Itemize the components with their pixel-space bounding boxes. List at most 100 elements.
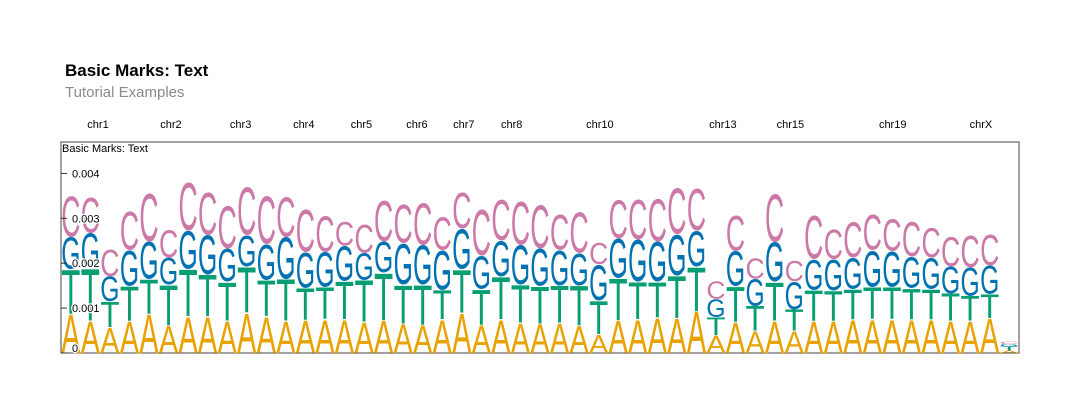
logo-letter-a: A <box>374 312 393 364</box>
logo-letter-a: A <box>863 311 883 364</box>
logo-letter-c: C <box>61 184 80 250</box>
logo-letter-a: A <box>452 303 471 366</box>
logo-letter-c: C <box>296 197 315 264</box>
logo-letters: ATGCATGCATGCATGCATGCATGCATGCATGCATGCATGC… <box>61 168 1019 366</box>
logo-letter-c: C <box>120 201 139 262</box>
logo-letter-c: C <box>374 188 393 254</box>
chromosome-label: chr5 <box>351 119 372 131</box>
logo-letter-t: T <box>882 279 901 329</box>
chromosome-label: chr1 <box>87 119 108 131</box>
logo-letter-t: T <box>61 257 80 328</box>
logo-letter-g: G <box>648 232 667 294</box>
logo-letter-g: G <box>394 233 413 297</box>
logo-letter-a: A <box>159 319 178 362</box>
chromosome-labels: chr1 chr2 chr3 chr4 chr5 chr6 chr7 chr8 chr10 chr… <box>87 119 993 131</box>
logo-letter-g: G <box>804 251 823 299</box>
logo-letter-t: T <box>81 256 100 338</box>
logo-letter-a: A <box>804 314 824 364</box>
logo-letter-c: C <box>589 238 608 272</box>
logo-letter-a: A <box>648 308 668 364</box>
logo-letter-a: A <box>667 310 686 364</box>
logo-letter-t: T <box>628 273 647 331</box>
logo-letter-t: T <box>178 257 197 331</box>
logo-letter-c: C <box>902 213 921 268</box>
logo-letter-g: G <box>139 231 158 290</box>
logo-letter-c: C <box>413 191 432 257</box>
logo-letter-a: A <box>61 304 81 365</box>
track-title: Basic Marks: Text <box>62 143 148 155</box>
y-axis: 0 0.001 0.002 0.003 0.004 <box>61 167 101 356</box>
logo-letter-g: G <box>745 271 764 314</box>
logo-letter-a: A <box>433 311 453 364</box>
logo-letter-t: T <box>433 282 452 328</box>
logo-letter-g: G <box>980 259 999 304</box>
logo-letter-t: T <box>237 254 256 327</box>
logo-letter-a: A <box>609 312 628 364</box>
logo-letter-a: A <box>276 314 296 364</box>
logo-letter-c: C <box>765 180 784 256</box>
logo-letter-c: C <box>452 182 471 240</box>
logo-letter-a: A <box>785 326 804 360</box>
logo-letter-a: A <box>589 329 609 359</box>
logo-letter-c: C <box>570 200 589 266</box>
logo-letter-g: G <box>61 228 80 279</box>
logo-letter-c: C <box>472 196 491 269</box>
logo-letter-g: G <box>276 225 295 292</box>
logo-letter-g: G <box>726 243 745 297</box>
logo-letter-g: G <box>452 219 471 281</box>
chromosome-label: chr7 <box>453 119 474 131</box>
logo-letter-t: T <box>765 270 784 333</box>
logo-letter-c: C <box>745 252 764 284</box>
logo-letter-a: A <box>491 311 511 364</box>
chromosome-label: chr19 <box>879 119 907 131</box>
logo-letter-c: C <box>961 225 980 276</box>
logo-letter-c: C <box>237 173 256 249</box>
logo-letter-g: G <box>178 220 197 280</box>
logo-letter-a: A <box>530 316 549 362</box>
logo-letter-t: T <box>159 273 178 338</box>
logo-letter-c: C <box>315 205 334 263</box>
logo-letter-c: C <box>609 190 628 251</box>
logo-letter-c: C <box>667 175 686 248</box>
logo-letter-c: C <box>335 215 354 253</box>
logo-letter-g: G <box>921 249 940 298</box>
logo-letter-g: G <box>882 242 901 298</box>
logo-letter-c: C <box>511 190 530 259</box>
y-tick-label: 0.001 <box>72 303 100 315</box>
logo-letter-c: C <box>198 180 217 247</box>
logo-letter-c: C <box>100 242 119 284</box>
logo-letter-a: A <box>354 313 373 363</box>
logo-letter-c: C <box>628 189 647 252</box>
logo-letter-c: C <box>218 194 237 261</box>
logo-letter-a: A <box>1000 350 1020 354</box>
logo-letter-a: A <box>120 314 140 364</box>
logo-letter-c: C <box>843 212 862 268</box>
logo-letter-t: T <box>667 265 686 331</box>
logo-letter-g: G <box>765 232 784 294</box>
logo-letter-g: G <box>570 244 589 295</box>
logo-letter-t: T <box>335 271 354 331</box>
logo-letter-t: T <box>902 280 921 329</box>
logo-letter-g: G <box>706 296 725 323</box>
logo-letter-t: T <box>570 274 589 337</box>
logo-letter-g: G <box>687 221 706 277</box>
logo-letter-c: C <box>354 217 373 262</box>
logo-letter-c: C <box>1000 341 1019 345</box>
logo-letter-t: T <box>530 277 549 335</box>
logo-letter-c: C <box>882 209 901 260</box>
logo-letter-c: C <box>178 168 197 244</box>
logo-letter-t: T <box>452 258 471 326</box>
logo-letter-a: A <box>980 310 999 364</box>
logo-letter-g: G <box>863 241 882 298</box>
logo-letter-g: G <box>354 245 373 288</box>
logo-letter-c: C <box>921 221 940 266</box>
logo-letter-a: A <box>335 311 355 364</box>
logo-letter-t: T <box>491 266 510 332</box>
logo-letter-t: T <box>843 280 862 328</box>
chromosome-label: chr13 <box>709 119 737 131</box>
logo-letter-t: T <box>863 279 882 329</box>
logo-letter-a: A <box>100 320 119 361</box>
logo-letter-a: A <box>198 306 217 364</box>
logo-letter-t: T <box>687 254 706 325</box>
